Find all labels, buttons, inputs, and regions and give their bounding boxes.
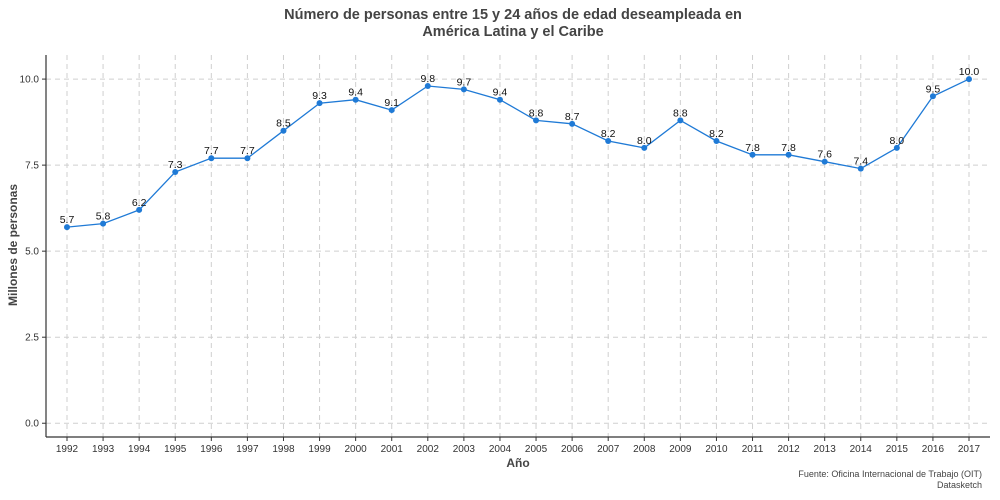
data-point (64, 224, 70, 231)
data-label: 9.3 (312, 90, 327, 102)
data-point (100, 220, 107, 227)
data-point (496, 96, 503, 103)
data-label: 7.8 (745, 142, 760, 154)
data-point (857, 165, 864, 172)
data-label: 7.4 (853, 156, 868, 168)
data-label: 5.8 (96, 211, 111, 223)
data-series (64, 76, 972, 231)
data-point (136, 206, 143, 213)
data-label: 8.7 (565, 111, 580, 123)
chart-title: Número de personas entre 15 y 24 años de… (0, 7, 1000, 41)
data-point (208, 155, 215, 162)
x-tick-label: 2013 (814, 444, 837, 455)
data-label: 7.3 (168, 159, 183, 171)
x-tick-label: 2003 (453, 444, 476, 455)
x-tick-label: 1997 (236, 444, 259, 455)
data-label: 7.6 (817, 149, 832, 161)
grid-lines (46, 55, 990, 437)
x-tick-label: 2007 (597, 444, 620, 455)
data-label: 10.0 (959, 66, 980, 78)
chart-caption: Fuente: Oficina Internacional de Trabajo… (798, 469, 982, 491)
data-point (713, 138, 720, 145)
data-point (677, 117, 684, 124)
data-point (605, 138, 612, 145)
x-tick-label: 2017 (958, 444, 981, 455)
data-point (821, 158, 828, 165)
data-label: 8.8 (529, 107, 544, 119)
data-label: 7.7 (204, 145, 219, 157)
x-tick-label: 1994 (128, 444, 151, 455)
data-point (460, 86, 467, 93)
data-label: 6.2 (132, 197, 147, 209)
x-tick-label: 2002 (417, 444, 440, 455)
data-label: 8.0 (637, 135, 652, 147)
data-point (966, 76, 972, 83)
x-tick-label: 2008 (633, 444, 656, 455)
x-tick-label: 1999 (308, 444, 331, 455)
x-tick-label: 2000 (345, 444, 368, 455)
credit-note: Datasketch (936, 480, 982, 490)
data-label: 9.4 (348, 87, 363, 99)
data-point (641, 144, 648, 151)
x-tick-label: 2005 (525, 444, 548, 455)
tick-labels: 0.0 2.5 5.0 7.5 10.0 1992 1993 1994 1995 1996 1997… (20, 75, 981, 455)
data-label: 7.7 (240, 145, 255, 157)
y-tick-label: 5.0 (25, 247, 39, 258)
data-point (172, 169, 179, 176)
data-point (929, 93, 936, 100)
data-label: 9.1 (384, 97, 399, 109)
y-tick-label: 0.0 (25, 419, 39, 430)
data-point (893, 144, 900, 151)
data-label: 9.5 (926, 83, 941, 95)
x-tick-label: 2014 (850, 444, 873, 455)
x-tick-label: 1998 (272, 444, 295, 455)
data-point (244, 155, 251, 162)
chart-title-line-2: América Latina y el Caribe (422, 24, 604, 40)
data-label: 9.8 (420, 73, 435, 85)
data-label: 8.2 (709, 128, 724, 140)
y-axis-label: Millones de personas (6, 184, 20, 306)
data-label: 9.4 (493, 87, 508, 99)
data-label: 8.2 (601, 128, 616, 140)
x-tick-label: 1995 (164, 444, 187, 455)
x-axis-label: Año (506, 456, 529, 470)
data-point (785, 151, 792, 158)
x-tick-label: 2016 (922, 444, 945, 455)
x-tick-label: 1993 (92, 444, 115, 455)
data-point (424, 82, 431, 89)
data-label: 8.5 (276, 118, 291, 130)
x-tick-label: 2006 (561, 444, 584, 455)
data-point (316, 100, 323, 107)
y-tick-label: 10.0 (20, 75, 40, 86)
axes (42, 55, 990, 441)
x-tick-label: 2010 (705, 444, 728, 455)
data-point (352, 96, 359, 103)
x-tick-label: 2004 (489, 444, 512, 455)
data-point (533, 117, 540, 124)
data-labels: 5.7 5.8 6.2 7.3 7.7 7.7 8.5 9.3 9.4 9.1 9.8 9.7 9.4 8… (60, 66, 980, 226)
data-point (388, 107, 395, 114)
x-tick-label: 2015 (886, 444, 909, 455)
x-tick-label: 1992 (56, 444, 79, 455)
data-label: 9.7 (457, 76, 472, 88)
data-label: 7.8 (781, 142, 796, 154)
y-tick-label: 7.5 (25, 161, 39, 172)
data-label: 8.8 (673, 107, 688, 119)
data-label: 8.0 (890, 135, 905, 147)
x-tick-label: 1996 (200, 444, 223, 455)
chart-title-line-1: Número de personas entre 15 y 24 años de… (284, 7, 742, 23)
data-point (749, 151, 756, 158)
data-point (280, 127, 287, 134)
x-tick-label: 2009 (669, 444, 692, 455)
x-tick-label: 2001 (381, 444, 404, 455)
data-label: 5.7 (60, 214, 75, 226)
source-note: Fuente: Oficina Internacional de Trabajo… (798, 469, 982, 479)
series-line (66, 78, 970, 228)
data-point (569, 120, 576, 127)
x-tick-label: 2011 (742, 444, 764, 455)
y-tick-label: 2.5 (25, 333, 39, 344)
x-tick-label: 2012 (777, 444, 800, 455)
